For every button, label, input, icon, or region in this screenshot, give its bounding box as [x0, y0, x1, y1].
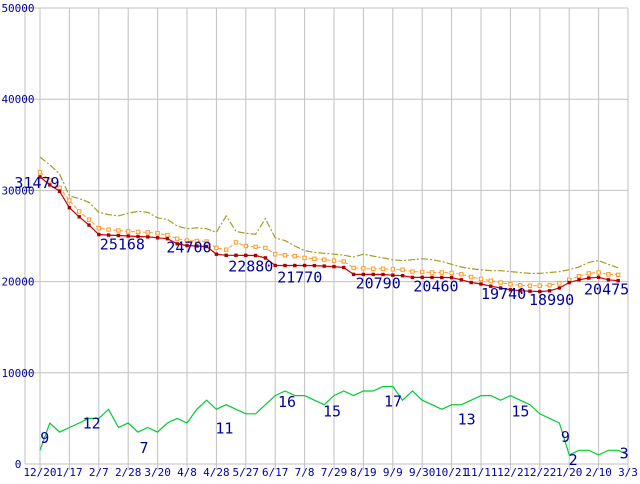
svg-text:8/19: 8/19	[350, 466, 377, 479]
price-high-line	[39, 156, 619, 274]
svg-text:3/20: 3/20	[144, 466, 171, 479]
svg-text:7/8: 7/8	[295, 466, 315, 479]
svg-text:15: 15	[511, 403, 529, 421]
svg-text:2/10: 2/10	[585, 466, 612, 479]
svg-text:17: 17	[384, 392, 402, 410]
svg-text:7/29: 7/29	[321, 466, 348, 479]
svg-text:10000: 10000	[1, 367, 34, 380]
svg-text:9/9: 9/9	[383, 466, 403, 479]
svg-text:9/30: 9/30	[409, 466, 436, 479]
svg-text:4/8: 4/8	[177, 466, 197, 479]
svg-text:24700: 24700	[166, 239, 211, 257]
svg-text:19740: 19740	[481, 285, 526, 303]
svg-text:50000: 50000	[1, 2, 34, 15]
svg-text:9: 9	[561, 428, 570, 446]
svg-text:2/7: 2/7	[89, 466, 109, 479]
svg-text:3/3: 3/3	[618, 466, 638, 479]
svg-text:12/22: 12/22	[523, 466, 556, 479]
svg-text:9: 9	[40, 429, 49, 447]
y-axis-labels: 0 10000 20000 30000 40000 50000	[1, 2, 34, 471]
x-axis-labels: 12/20 1/17 2/7 2/28 3/20 4/8 4/28 5/27 6/17 7/8 7/…	[23, 466, 638, 479]
svg-text:21770: 21770	[277, 268, 322, 286]
svg-text:18990: 18990	[529, 291, 574, 309]
svg-text:12: 12	[83, 414, 101, 432]
svg-text:12/20: 12/20	[23, 466, 56, 479]
svg-text:13: 13	[458, 411, 476, 429]
svg-text:20790: 20790	[356, 274, 401, 292]
svg-text:6/17: 6/17	[262, 466, 289, 479]
svg-text:11: 11	[215, 419, 233, 437]
svg-text:20000: 20000	[1, 276, 34, 289]
svg-text:16: 16	[278, 393, 296, 411]
svg-text:4/28: 4/28	[203, 466, 230, 479]
svg-text:15: 15	[323, 403, 341, 421]
svg-text:10/21: 10/21	[435, 466, 468, 479]
svg-text:2/28: 2/28	[115, 466, 142, 479]
svg-text:20475: 20475	[584, 280, 629, 298]
shop-count-line	[39, 385, 629, 456]
svg-text:1/20: 1/20	[556, 466, 583, 479]
price-mid-line	[37, 170, 621, 288]
svg-text:11/11: 11/11	[464, 466, 497, 479]
svg-text:2: 2	[569, 451, 578, 469]
svg-text:31479: 31479	[14, 174, 59, 192]
svg-text:7: 7	[139, 439, 148, 457]
svg-text:12/2: 12/2	[497, 466, 524, 479]
axes	[24, 8, 628, 465]
svg-text:40000: 40000	[1, 93, 34, 106]
svg-text:3: 3	[620, 444, 629, 462]
svg-text:22880: 22880	[228, 257, 273, 275]
svg-text:1/17: 1/17	[56, 466, 83, 479]
svg-text:5/27: 5/27	[233, 466, 260, 479]
svg-text:20460: 20460	[413, 277, 458, 295]
gridlines	[25, 7, 629, 470]
shop-count-labels: 9 12 7 11 16 15 17 13 15 9 2 3	[40, 392, 628, 468]
svg-text:0: 0	[15, 458, 22, 471]
svg-text:30000: 30000	[1, 184, 34, 197]
svg-text:25168: 25168	[100, 235, 145, 253]
price-low-line	[38, 175, 620, 294]
